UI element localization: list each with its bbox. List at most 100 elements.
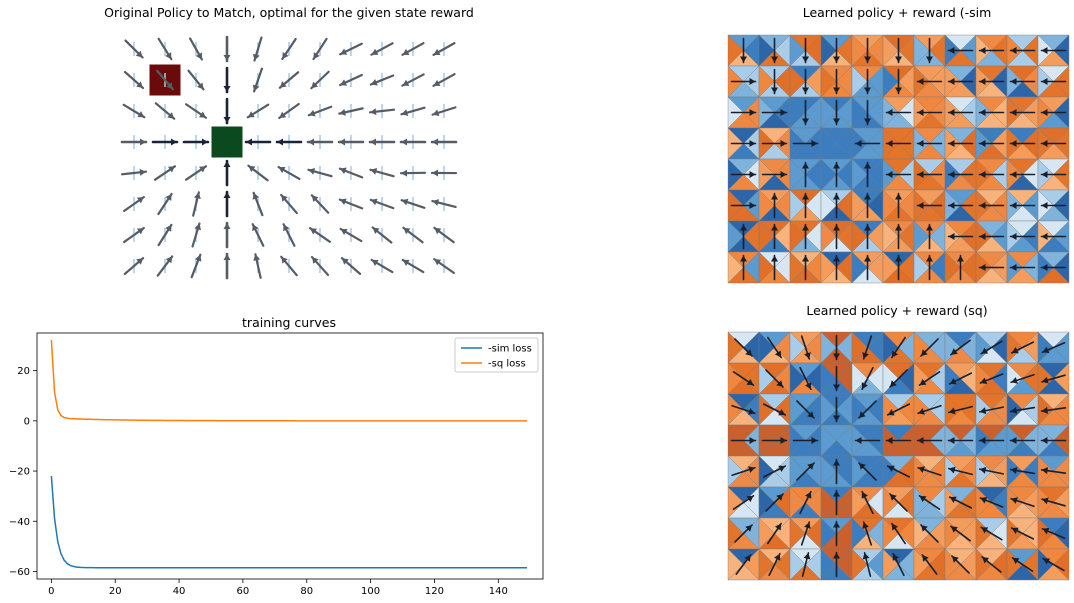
- learned-cell: [913, 486, 946, 519]
- learned-policy-arrow: [948, 372, 973, 385]
- learned-policy-arrow: [862, 335, 873, 360]
- learned-cell: [727, 517, 760, 550]
- learned-policy-arrow: [833, 99, 840, 126]
- learned-policy-arrow: [833, 254, 840, 281]
- learned-policy-arrow: [948, 496, 973, 509]
- learned-cell: [944, 331, 977, 364]
- policy-arrow: [188, 37, 204, 61]
- learned-policy-arrow: [885, 109, 912, 116]
- learned-policy-arrow: [796, 462, 815, 481]
- learned-sim-title: Learned policy + reward (-sim: [803, 5, 992, 20]
- policy-arrow: [223, 66, 231, 94]
- learned-policy-arrow: [1040, 171, 1067, 178]
- original-policy-title: Original Policy to Match, optimal for th…: [104, 5, 474, 20]
- learned-cell: [758, 486, 791, 519]
- policy-arrow: [430, 169, 458, 177]
- learned-cell: [789, 362, 822, 395]
- learned-policy-arrow: [981, 556, 1002, 573]
- policy-arrow: [251, 223, 265, 247]
- policy-arrow: [123, 70, 145, 90]
- x-tick-label: 60: [237, 586, 250, 597]
- learned-policy-arrow: [947, 140, 974, 147]
- policy-arrow: [433, 258, 455, 274]
- learned-cell: [975, 548, 1008, 581]
- learned-policy-arrow: [1040, 233, 1067, 240]
- learned-policy-arrow: [947, 171, 974, 178]
- learned-policy-arrow: [978, 202, 1005, 209]
- learned-policy-arrow: [854, 140, 881, 147]
- legend-label: -sq loss: [488, 359, 526, 370]
- learned-policy-arrow: [920, 338, 939, 357]
- learned-policy-arrow: [916, 109, 943, 116]
- learned-policy-arrow: [1040, 202, 1067, 209]
- learned-policy-arrow: [1010, 341, 1035, 354]
- y-tick-label: 0: [24, 416, 30, 427]
- learned-policy-arrow: [730, 109, 757, 116]
- learned-cell: [882, 393, 915, 426]
- policy-arrow: [247, 164, 269, 182]
- policy-arrow: [252, 191, 264, 217]
- learned-policy-arrow: [864, 223, 871, 250]
- policy-arrow: [337, 138, 365, 146]
- learned-policy-arrow: [858, 462, 877, 481]
- policy-arrow: [192, 191, 201, 217]
- learned-policy-arrow: [978, 406, 1005, 415]
- policy-arrow: [369, 198, 395, 210]
- policy-arrow: [368, 138, 396, 146]
- learned-policy-arrow: [762, 403, 787, 416]
- policy-arrow: [157, 192, 173, 216]
- learned-sq-grid: [727, 331, 1070, 581]
- policy-arrow: [400, 198, 426, 209]
- learned-policy-arrow: [947, 47, 974, 54]
- learned-policy-arrow: [1009, 171, 1036, 178]
- learned-policy-arrow: [771, 37, 778, 64]
- learned-policy-arrow: [833, 68, 840, 95]
- learned-policy-arrow: [978, 109, 1005, 116]
- learned-policy-arrow: [885, 140, 912, 147]
- learned-policy-arrow: [802, 68, 809, 95]
- learned-policy-arrow: [864, 192, 871, 219]
- learned-policy-arrow: [947, 202, 974, 209]
- learned-policy-arrow: [1040, 467, 1067, 475]
- policy-arrow: [275, 138, 303, 146]
- learned-cell: [727, 65, 760, 98]
- learned-policy-arrow: [950, 525, 971, 542]
- y-tick-label: −60: [9, 567, 30, 578]
- learned-policy-arrow: [1042, 557, 1065, 572]
- learned-policy-arrow: [862, 521, 873, 546]
- policy-arrow: [370, 42, 394, 56]
- policy-arrow: [401, 258, 425, 274]
- learned-cell: [789, 486, 822, 519]
- learned-policy-arrow: [885, 171, 912, 178]
- policy-arrow: [282, 223, 296, 247]
- learned-policy-arrow: [1009, 233, 1036, 240]
- policy-arrow: [187, 69, 205, 91]
- policy-arrow: [401, 73, 425, 87]
- learned-cell: [944, 362, 977, 395]
- learned-policy-arrow: [1010, 527, 1035, 540]
- learned-cell: [851, 455, 884, 488]
- learned-policy-arrow: [833, 334, 840, 361]
- policy-arrow: [400, 106, 426, 116]
- learned-cell: [882, 331, 915, 364]
- learned-policy-arrow: [957, 254, 964, 281]
- learned-policy-arrow: [762, 465, 787, 478]
- learned-policy-arrow: [730, 202, 757, 209]
- learned-policy-arrow: [920, 524, 939, 543]
- policy-arrow: [223, 221, 231, 249]
- learned-policy-arrow: [802, 161, 809, 188]
- learned-policy-arrow: [761, 437, 788, 444]
- learned-policy-arrow: [730, 78, 757, 85]
- learned-policy-arrow: [833, 396, 840, 423]
- learned-policy-arrow: [800, 335, 811, 360]
- learned-policy-arrow: [1040, 47, 1067, 54]
- learned-policy-arrow: [926, 223, 933, 250]
- policy-arrow: [432, 73, 456, 87]
- policy-arrow: [252, 36, 263, 62]
- learned-policy-arrow: [1009, 109, 1036, 116]
- learned-cell: [820, 127, 853, 160]
- learned-policy-arrow: [917, 404, 942, 415]
- learned-policy-arrow: [978, 47, 1005, 54]
- learned-policy-arrow: [947, 437, 974, 444]
- learned-policy-arrow: [862, 552, 872, 577]
